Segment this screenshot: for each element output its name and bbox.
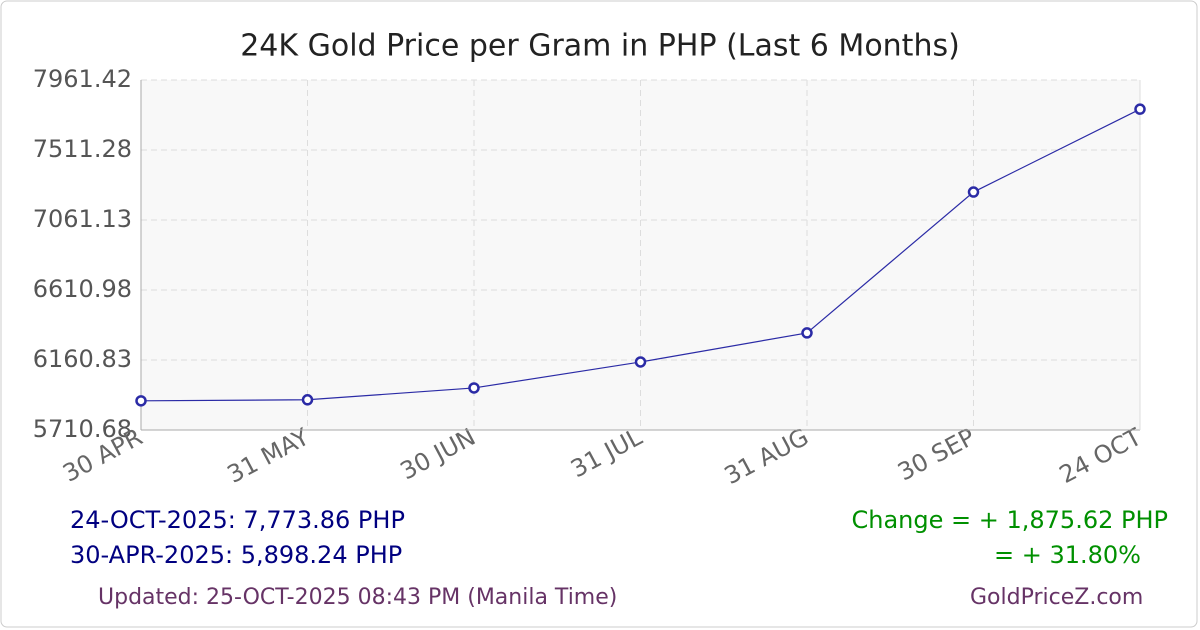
updated-time: Updated: 25-OCT-2025 08:43 PM (Manila Ti… — [98, 585, 617, 610]
data-point — [301, 394, 314, 406]
data-point — [1134, 103, 1146, 115]
chart-title: 24K Gold Price per Gram in PHP (Last 6 M… — [240, 29, 960, 64]
change-amount: Change = + 1,875.62 PHP — [852, 506, 1169, 534]
y-tick-label: 6160.83 — [33, 345, 132, 373]
data-point — [967, 186, 980, 198]
data-point — [801, 327, 813, 339]
change-percent: = + 31.80% — [994, 541, 1141, 569]
y-tick-label: 5710.68 — [33, 415, 132, 443]
y-tick-label: 7511.28 — [33, 135, 132, 163]
source: GoldPriceZ.com — [970, 585, 1143, 610]
latest-price: 24-OCT-2025: 7,773.86 PHP — [70, 506, 405, 534]
y-tick-label: 6610.98 — [33, 275, 132, 303]
data-point — [135, 395, 147, 407]
y-tick-label: 7061.13 — [33, 205, 132, 233]
data-point — [468, 382, 480, 394]
y-tick-label: 7961.42 — [33, 65, 132, 93]
first-price: 30-APR-2025: 5,898.24 PHP — [70, 541, 402, 569]
data-point — [634, 356, 647, 368]
